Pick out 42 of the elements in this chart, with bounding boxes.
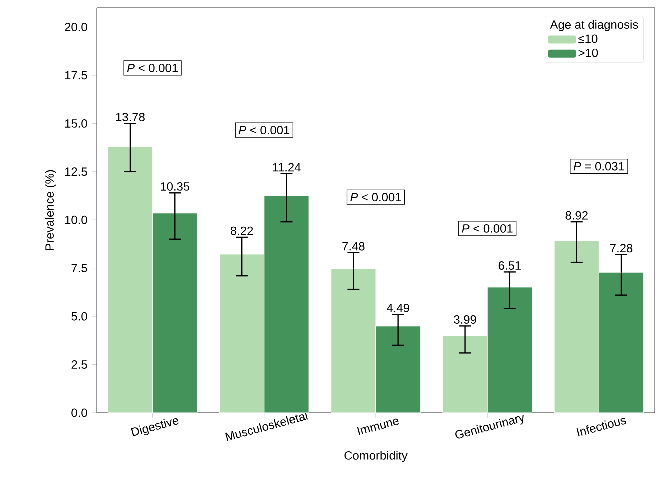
y-tick-label: 12.5 (65, 168, 88, 176)
data-label: 7.28 (610, 244, 633, 253)
data-label: 4.49 (386, 304, 410, 312)
bar (108, 147, 153, 413)
y-tick-label: 20.0 (65, 23, 88, 32)
annotation: P < 0.001 (350, 193, 402, 202)
bar (220, 254, 264, 413)
data-label: 13.78 (116, 113, 145, 122)
bar (442, 336, 488, 413)
annotation: P < 0.001 (462, 224, 513, 233)
bar (376, 326, 421, 413)
bar (554, 240, 600, 413)
y-tick-label: 17.5 (65, 71, 88, 80)
legend-label: >10 (578, 48, 598, 58)
data-label: 7.48 (342, 242, 365, 251)
data-label: 8.22 (230, 226, 254, 236)
annotation: P = 0.031 (574, 162, 624, 171)
y-tick-label: 7.5 (72, 264, 88, 273)
data-label: 3.99 (454, 316, 476, 324)
x-axis-title: Comorbidity (344, 451, 408, 462)
bar (331, 268, 376, 413)
y-axis-title: Prevalence (%) (45, 170, 56, 250)
x-tick-label: Infectious (576, 418, 626, 437)
annotation: P < 0.001 (239, 126, 290, 135)
y-tick-label: 10.0 (65, 216, 88, 224)
data-label: 10.35 (161, 182, 190, 191)
y-tick-label: 15.0 (65, 119, 88, 128)
bar (264, 196, 310, 413)
data-label: 6.51 (498, 262, 521, 270)
bar (488, 287, 532, 413)
y-tick-label: 0.0 (72, 408, 88, 418)
annotation: P < 0.001 (127, 64, 178, 72)
data-label: 8.92 (566, 211, 588, 220)
legend-label: ≤10 (578, 34, 598, 44)
bar (152, 213, 198, 413)
y-tick-label: 2.5 (72, 360, 88, 369)
bar (598, 272, 644, 413)
data-label: 11.24 (273, 163, 301, 172)
x-tick-label: Immune (357, 418, 400, 436)
y-tick-label: 5.0 (72, 312, 88, 321)
x-tick-label: Digestive (131, 418, 179, 437)
legend-title: Age at diagnosis (550, 20, 638, 32)
